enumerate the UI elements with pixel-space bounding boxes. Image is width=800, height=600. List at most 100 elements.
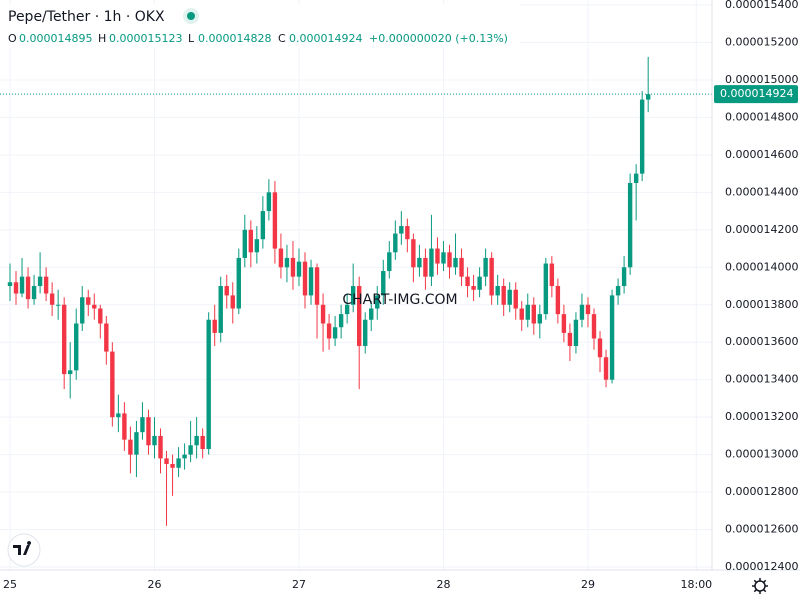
candle-body <box>128 439 133 455</box>
candle-body <box>615 286 621 296</box>
candle-body <box>597 338 603 358</box>
legend-low-label: L <box>188 32 195 45</box>
y-tick-label: 0.000013600 <box>725 335 798 348</box>
candle-body <box>122 413 127 440</box>
candle-body <box>332 327 338 339</box>
legend-bg <box>0 4 520 48</box>
candle-body <box>429 248 434 277</box>
candle-body <box>489 257 494 296</box>
candle-body <box>555 286 561 315</box>
candle-body <box>68 370 73 375</box>
candle-body <box>140 417 145 433</box>
candle-body <box>435 248 440 264</box>
chart-title: Pepe/Tether · 1h · OKX <box>8 9 165 25</box>
candle-body <box>477 276 482 290</box>
y-tick-label: 0.000014200 <box>725 223 798 236</box>
candle-body <box>230 295 235 309</box>
candle-body <box>55 304 61 306</box>
candle-body <box>80 297 85 324</box>
candle-body <box>104 323 109 352</box>
candle-body <box>537 314 543 324</box>
y-tick-label: 0.000012400 <box>725 560 798 573</box>
last-price-label: 0.000014924 <box>720 87 793 100</box>
candle-body <box>411 239 416 268</box>
x-tick-label: 28 <box>436 578 450 591</box>
candle-body <box>116 413 121 418</box>
candle-body <box>465 276 470 287</box>
legend-low: 0.000014828 <box>198 32 271 45</box>
x-tick-label: 29 <box>581 578 595 591</box>
candle-body <box>356 286 362 346</box>
settings-icon[interactable] <box>752 578 768 594</box>
y-tick-label: 0.000014400 <box>725 185 798 198</box>
candle-body <box>326 323 332 339</box>
candle-body <box>375 295 380 309</box>
y-tick-label: 0.000013200 <box>725 410 798 423</box>
candle-body <box>200 435 205 450</box>
candle-body <box>134 432 139 455</box>
candle-body <box>549 263 555 287</box>
candle-body <box>513 289 518 309</box>
candle-body <box>369 308 374 320</box>
candle-body <box>405 226 410 240</box>
candle-body <box>320 304 326 324</box>
candle-body <box>567 332 573 346</box>
candle-body <box>338 314 344 328</box>
candle-body <box>49 293 55 305</box>
x-tick-label: 25 <box>3 578 17 591</box>
y-tick-label: 0.000015000 <box>725 73 798 86</box>
candle-body <box>447 252 452 268</box>
candle-body <box>170 464 175 468</box>
y-tick-label: 0.000015200 <box>725 35 798 48</box>
candle-body <box>158 435 163 459</box>
y-tick-label: 0.000012800 <box>725 485 798 498</box>
candle-body <box>43 276 49 294</box>
candle-body <box>387 252 392 272</box>
candle-body <box>152 435 157 446</box>
candle-body <box>248 229 254 253</box>
candle-body <box>242 229 247 258</box>
candle-body <box>278 248 284 268</box>
candle-body <box>495 286 500 296</box>
tradingview-logo <box>7 533 41 567</box>
y-tick-label: 0.000013800 <box>725 298 798 311</box>
x-tick-label: 27 <box>292 578 306 591</box>
last-price-box <box>714 85 798 104</box>
candle-body <box>603 357 609 380</box>
candle-body <box>31 286 37 300</box>
candle-body <box>92 304 97 309</box>
candle-body <box>314 267 320 305</box>
x-tick-label: 26 <box>147 578 161 591</box>
candle-body <box>591 314 597 339</box>
legend-open: 0.000014895 <box>19 32 92 45</box>
candle-body <box>25 276 31 300</box>
candle-body <box>194 435 199 446</box>
candle-body <box>453 257 458 268</box>
candle-body <box>543 263 549 315</box>
candle-body <box>188 445 193 455</box>
candle-body <box>284 257 290 268</box>
candle-body <box>423 257 428 277</box>
candle-body <box>525 304 530 320</box>
candle-body <box>266 192 272 212</box>
candle-body <box>296 261 302 277</box>
candle-body <box>459 257 464 277</box>
candle-body <box>218 286 223 333</box>
candle-body <box>344 304 350 315</box>
legend-change: +0.000000020 (+0.13%) <box>369 32 508 45</box>
y-tick-label: 0.000013400 <box>725 373 798 386</box>
candle-body <box>61 304 67 375</box>
candle-body <box>206 319 211 450</box>
status-dot <box>187 12 195 20</box>
candle-body <box>260 211 266 240</box>
candle-body <box>501 286 506 305</box>
candle-body <box>350 286 356 305</box>
candle-body <box>507 289 512 305</box>
candle-body <box>110 351 115 418</box>
candle-body <box>254 239 260 253</box>
y-tick-label: 0.000014000 <box>725 260 798 273</box>
candle-body <box>224 286 229 296</box>
candle-body <box>579 304 585 320</box>
candle-body <box>212 319 217 333</box>
